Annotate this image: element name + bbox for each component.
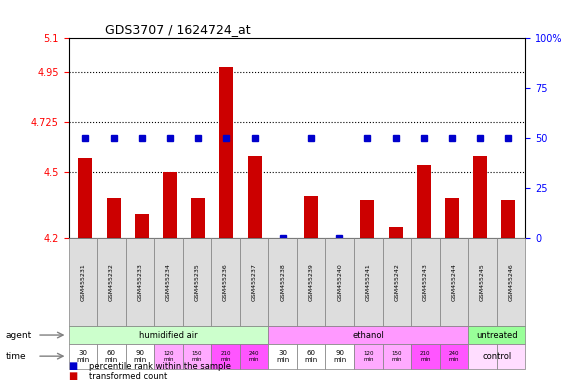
Text: 90
min: 90 min bbox=[133, 350, 147, 362]
Text: GSM455240: GSM455240 bbox=[337, 263, 342, 301]
Text: transformed count: transformed count bbox=[89, 372, 167, 381]
Text: 240
min: 240 min bbox=[249, 351, 259, 362]
Text: humidified air: humidified air bbox=[139, 331, 198, 339]
Bar bbox=[445, 198, 459, 238]
Text: ■: ■ bbox=[69, 371, 78, 381]
Bar bbox=[219, 67, 234, 238]
Text: agent: agent bbox=[6, 331, 32, 339]
Text: 120
min: 120 min bbox=[363, 351, 373, 362]
Text: ethanol: ethanol bbox=[352, 331, 384, 339]
Text: 60
min: 60 min bbox=[304, 350, 318, 362]
Text: time: time bbox=[6, 352, 26, 361]
Text: GSM455241: GSM455241 bbox=[366, 263, 371, 301]
Bar bbox=[191, 198, 206, 238]
Bar bbox=[78, 158, 93, 238]
Text: GSM455239: GSM455239 bbox=[309, 263, 313, 301]
Text: 30
min: 30 min bbox=[276, 350, 289, 362]
Text: GSM455231: GSM455231 bbox=[81, 263, 85, 301]
Bar bbox=[135, 214, 149, 238]
Text: GSM455234: GSM455234 bbox=[166, 263, 171, 301]
Text: untreated: untreated bbox=[476, 331, 517, 339]
Text: 120
min: 120 min bbox=[163, 351, 174, 362]
Bar bbox=[501, 200, 516, 238]
Bar bbox=[360, 200, 375, 238]
Text: 150
min: 150 min bbox=[192, 351, 202, 362]
Text: ■: ■ bbox=[69, 361, 78, 371]
Text: 150
min: 150 min bbox=[392, 351, 402, 362]
Text: GSM455242: GSM455242 bbox=[395, 263, 399, 301]
Text: 30
min: 30 min bbox=[76, 350, 90, 362]
Text: GDS3707 / 1624724_at: GDS3707 / 1624724_at bbox=[105, 23, 251, 36]
Text: GSM455243: GSM455243 bbox=[423, 263, 428, 301]
Bar bbox=[388, 227, 403, 238]
Text: GSM455237: GSM455237 bbox=[252, 263, 256, 301]
Text: 240
min: 240 min bbox=[449, 351, 459, 362]
Text: percentile rank within the sample: percentile rank within the sample bbox=[89, 362, 231, 371]
Text: GSM455233: GSM455233 bbox=[138, 263, 142, 301]
Bar bbox=[473, 156, 487, 238]
Text: 210
min: 210 min bbox=[420, 351, 431, 362]
Text: 60
min: 60 min bbox=[104, 350, 118, 362]
Text: GSM455238: GSM455238 bbox=[280, 263, 285, 301]
Bar bbox=[417, 165, 431, 238]
Text: GSM455236: GSM455236 bbox=[223, 263, 228, 301]
Text: control: control bbox=[482, 352, 512, 361]
Text: GSM455246: GSM455246 bbox=[509, 263, 513, 301]
Text: 90
min: 90 min bbox=[333, 350, 347, 362]
Text: GSM455245: GSM455245 bbox=[480, 263, 485, 301]
Bar bbox=[107, 198, 120, 238]
Bar bbox=[248, 156, 262, 238]
Text: GSM455235: GSM455235 bbox=[195, 263, 199, 301]
Bar bbox=[163, 172, 177, 238]
Text: 210
min: 210 min bbox=[220, 351, 231, 362]
Text: GSM455244: GSM455244 bbox=[452, 263, 456, 301]
Text: GSM455232: GSM455232 bbox=[109, 263, 114, 301]
Bar bbox=[304, 196, 318, 238]
